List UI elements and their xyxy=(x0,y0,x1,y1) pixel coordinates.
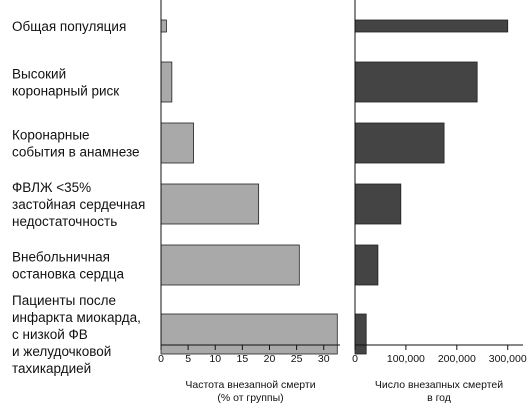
category-label: Внебольничная остановка сердца xyxy=(12,250,124,282)
bar-deaths-3 xyxy=(354,183,402,225)
category-label: Коронарные события в анамнезе xyxy=(12,128,140,160)
x-tick-label: 100,000 xyxy=(387,353,425,365)
bar-deaths-4 xyxy=(354,244,379,286)
x-tick-label: 5 xyxy=(185,353,191,365)
bar-incidence-1 xyxy=(160,61,173,103)
category-label: Пациенты после инфаркта миокарда, с низкой… xyxy=(12,293,141,376)
bar-incidence-5 xyxy=(160,313,338,355)
x-tick-label: 15 xyxy=(237,353,249,365)
bar-incidence-0 xyxy=(160,19,167,33)
x-tick-label: 200,000 xyxy=(438,353,476,365)
bar-incidence-4 xyxy=(160,244,300,286)
x-tick-label: 30 xyxy=(318,353,330,365)
bar-deaths-1 xyxy=(354,61,478,103)
panel-death-count: 0 100,000 200,000 300,000 Число внезапных см… xyxy=(352,0,527,404)
x-tick-label: 25 xyxy=(291,353,303,365)
x-axis-title: в год xyxy=(427,392,451,404)
x-axis-title: (% от группы) xyxy=(217,392,283,404)
category-labels: Общая популяция Высокий коронарный риск Кор… xyxy=(12,19,145,376)
x-tick-label: 300,000 xyxy=(489,353,527,365)
x-tick-label: 0 xyxy=(352,353,358,365)
bar-deaths-2 xyxy=(354,122,445,164)
x-tick-label: 0 xyxy=(158,353,164,365)
bar-incidence-3 xyxy=(160,183,260,225)
x-tick-label: 10 xyxy=(209,353,221,365)
category-label: Общая популяция xyxy=(12,19,126,34)
bar-incidence-2 xyxy=(160,122,194,164)
panel-incidence: 0 5 10 15 20 25 30 Частота внезапной смерти(% о… xyxy=(158,0,340,404)
category-label: ФВЛЖ <35% застойная сердечная недостаточно… xyxy=(12,180,145,229)
x-axis-title: Число внезапных смертей xyxy=(375,379,503,391)
category-label: Высокий коронарный риск xyxy=(12,67,119,99)
bar-deaths-5 xyxy=(354,313,367,355)
x-tick-label: 20 xyxy=(264,353,276,365)
bar-deaths-0 xyxy=(354,19,509,33)
x-axis-title: Частота внезапной смерти xyxy=(185,379,315,391)
